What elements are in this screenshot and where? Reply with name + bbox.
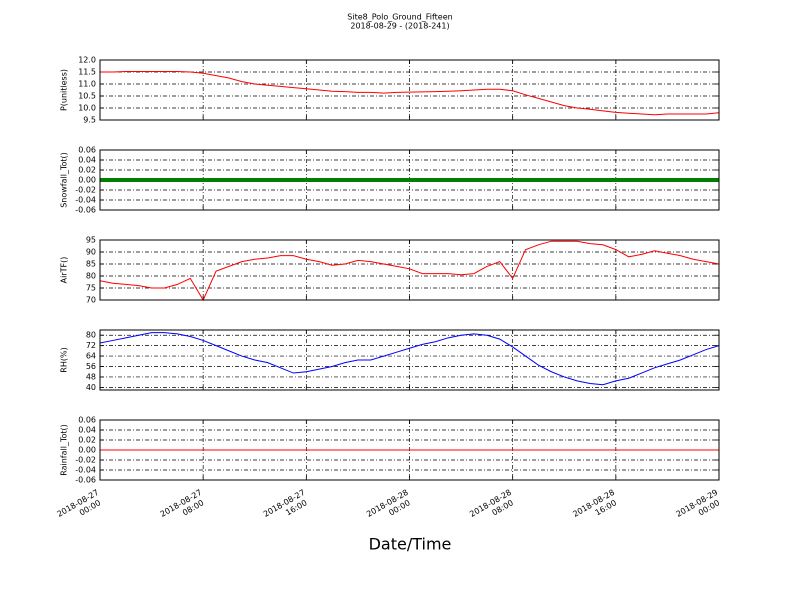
y-tick-label: 10.0 <box>78 104 96 113</box>
y-tick-label: 0.06 <box>78 416 96 425</box>
y-axis-label: Rainfall_Tot() <box>60 424 69 476</box>
y-tick-label: 72 <box>86 341 96 350</box>
plot-frame <box>99 419 720 481</box>
y-tick-label: 0.00 <box>78 176 96 185</box>
y-tick-label: 48 <box>86 372 96 381</box>
y-tick-label: 9.5 <box>83 116 96 125</box>
y-tick-label: 0.00 <box>78 446 96 455</box>
y-tick-label: 0.04 <box>78 156 96 165</box>
y-tick-label: 70 <box>86 296 96 305</box>
y-axis-label: Snowfall_Tot() <box>60 152 69 208</box>
y-tick-label: -0.04 <box>75 196 96 205</box>
y-tick-label: 80 <box>86 272 96 281</box>
y-tick-label: 12.0 <box>78 56 96 65</box>
y-tick-label: 90 <box>86 248 96 257</box>
x-tick-label: 2018-08-28 08:00 <box>468 486 520 527</box>
y-tick-label: 11.0 <box>78 80 96 89</box>
y-tick-label: -0.04 <box>75 466 96 475</box>
y-tick-label: 85 <box>86 260 96 269</box>
y-tick-label: -0.06 <box>75 206 96 215</box>
y-axis-label: RH(%) <box>60 347 69 372</box>
y-tick-label: 0.04 <box>78 426 96 435</box>
plot-frame <box>99 59 720 121</box>
y-tick-label: 0.02 <box>78 166 96 175</box>
data-line <box>99 332 720 386</box>
y-tick-label: 75 <box>86 284 96 293</box>
x-tick-label: 2018-08-28 00:00 <box>365 486 417 527</box>
y-tick-label: 40 <box>86 383 96 392</box>
plot-frame <box>99 329 720 391</box>
figure-subtitle: 2018-08-29 - (2018-241) <box>350 22 449 31</box>
x-tick-label: 2018-08-28 16:00 <box>571 486 623 527</box>
y-tick-label: 11.5 <box>78 68 96 77</box>
y-tick-label: -0.06 <box>75 476 96 485</box>
plot-frame <box>99 239 720 301</box>
y-tick-label: 56 <box>86 362 96 371</box>
y-tick-label: -0.02 <box>75 186 96 195</box>
y-tick-label: 80 <box>86 331 96 340</box>
y-tick-label: 0.02 <box>78 436 96 445</box>
x-tick-label: 2018-08-27 16:00 <box>262 486 314 527</box>
plot-frame <box>99 149 720 211</box>
x-axis-label: Date/Time <box>369 535 452 554</box>
y-tick-label: 0.06 <box>78 146 96 155</box>
data-line <box>100 71 720 116</box>
y-tick-label: 64 <box>86 352 96 361</box>
y-axis-label: P(unitless) <box>60 69 69 111</box>
x-tick-label: 2018-08-27 08:00 <box>158 486 210 527</box>
figure-title: Site8_Polo_Ground_Fifteen <box>347 13 452 22</box>
x-tick-label: 2018-08-27 00:00 <box>55 486 107 527</box>
x-tick-label: 2018-08-29 00:00 <box>674 486 726 527</box>
y-axis-label: AirTF() <box>60 257 69 284</box>
y-tick-label: 10.5 <box>78 92 96 101</box>
y-tick-label: 95 <box>86 236 96 245</box>
y-tick-label: -0.02 <box>75 456 96 465</box>
